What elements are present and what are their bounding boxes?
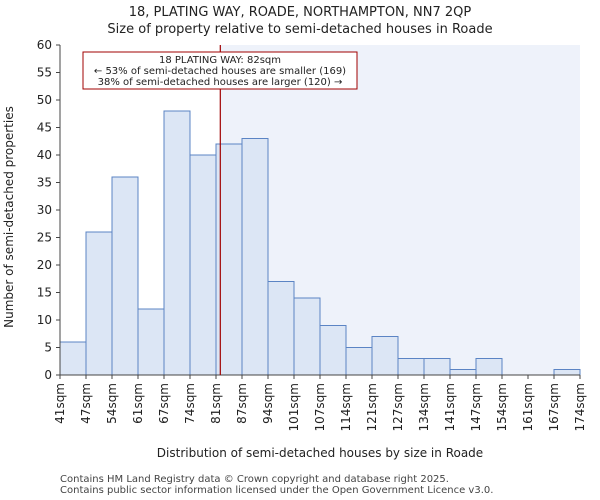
bar-47sqm	[85, 231, 113, 376]
x-tick-label: 41sqm	[53, 383, 67, 424]
footer-line-1: Contains HM Land Registry data © Crown c…	[60, 474, 449, 485]
chart-title: 18, PLATING WAY, ROADE, NORTHAMPTON, NN7…	[128, 5, 472, 20]
bar-94sqm	[267, 281, 295, 376]
y-tick-label: 25	[37, 231, 52, 245]
bar-74sqm	[189, 154, 217, 376]
bar-114sqm	[345, 347, 373, 376]
bar-141sqm	[449, 369, 477, 376]
y-tick-label: 50	[37, 93, 52, 107]
histogram-chart: 0 5 10 15 20 25 30 35 40 45 50 55 60 41sqm 47sqm 54sqm 6…	[2, 38, 587, 460]
x-tick-label: 54sqm	[105, 383, 119, 424]
bar-107sqm	[319, 325, 347, 376]
x-tick-label: 94sqm	[261, 383, 275, 424]
x-tick-label: 61sqm	[131, 383, 145, 424]
bar-101sqm	[293, 297, 321, 376]
y-tick-label: 40	[37, 148, 52, 162]
x-tick-label: 81sqm	[209, 383, 223, 424]
y-axis-label: Number of semi-detached properties	[2, 106, 16, 328]
y-tick-label: 30	[37, 203, 52, 217]
y-tick-label: 15	[37, 286, 52, 300]
x-tick-label: 141sqm	[443, 383, 457, 431]
bar-167sqm	[553, 369, 581, 376]
x-tick-label: 74sqm	[183, 383, 197, 424]
x-tick-label: 154sqm	[495, 383, 509, 431]
y-tick-label: 5	[44, 341, 52, 355]
x-axis-label: Distribution of semi-detached houses by …	[157, 446, 483, 460]
x-tick-label: 107sqm	[313, 383, 327, 431]
bar-54sqm	[111, 176, 139, 376]
x-tick-label: 67sqm	[157, 383, 171, 424]
x-tick-label: 167sqm	[547, 383, 561, 431]
x-tick-label: 114sqm	[339, 383, 353, 431]
footer-line-2: Contains public sector information licen…	[60, 485, 494, 496]
y-tick-label: 55	[37, 66, 52, 80]
annotation-line-1: 18 PLATING WAY: 82sqm	[159, 55, 281, 66]
x-tick-label: 134sqm	[417, 383, 431, 431]
chart-subtitle: Size of property relative to semi-detach…	[107, 22, 493, 37]
y-tick-label: 60	[37, 38, 52, 52]
x-tick-label: 87sqm	[235, 383, 249, 424]
bar-41sqm	[59, 341, 87, 376]
annotation-line-3: 38% of semi-detached houses are larger (…	[98, 77, 343, 88]
bar-61sqm	[137, 308, 165, 376]
annotation-line-2: ← 53% of semi-detached houses are smalle…	[94, 66, 346, 77]
x-tick-label: 101sqm	[287, 383, 301, 431]
bar-67sqm	[163, 110, 191, 376]
x-tick-label: 121sqm	[365, 383, 379, 431]
x-tick-label: 127sqm	[391, 383, 405, 431]
x-tick-label: 47sqm	[79, 383, 93, 424]
y-tick-label: 45	[37, 121, 52, 135]
y-tick-label: 0	[44, 368, 52, 382]
bar-147sqm	[475, 358, 503, 376]
bar-134sqm	[423, 358, 451, 376]
y-tick-label: 35	[37, 176, 52, 190]
bar-121sqm	[371, 336, 399, 376]
bar-87sqm	[241, 138, 269, 376]
y-tick-label: 10	[37, 313, 52, 327]
y-tick-label: 20	[37, 258, 52, 272]
x-tick-label: 147sqm	[469, 383, 483, 431]
bar-127sqm	[397, 358, 425, 376]
x-tick-label: 161sqm	[521, 383, 535, 431]
annotation-box	[82, 51, 358, 90]
x-tick-label: 174sqm	[573, 383, 587, 431]
